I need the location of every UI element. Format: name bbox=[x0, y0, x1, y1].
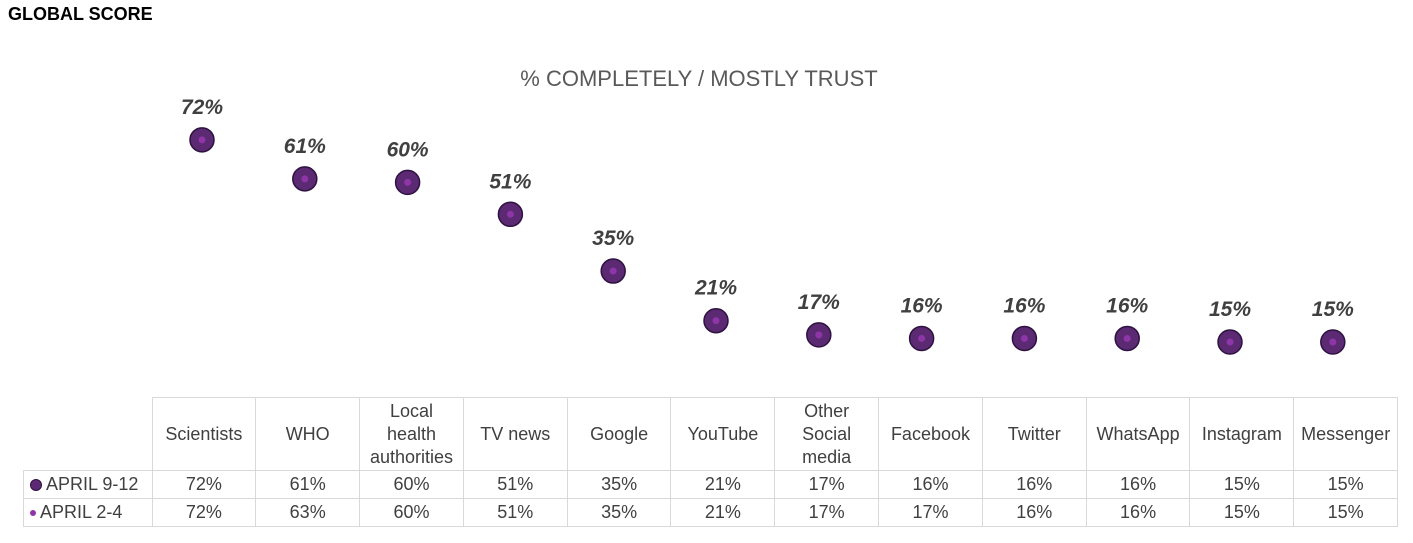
table-cell: 35% bbox=[566, 470, 672, 499]
series-april-2-4-point bbox=[712, 317, 720, 325]
chart-title: % COMPLETELY / MOSTLY TRUST bbox=[520, 66, 878, 91]
category-label: Scientists bbox=[151, 397, 257, 471]
series-april-2-4-point bbox=[1123, 334, 1131, 342]
series-april-2-4-point bbox=[1329, 338, 1337, 346]
table-cell: 16% bbox=[981, 498, 1087, 527]
data-label: 15% bbox=[1312, 298, 1354, 321]
data-label: 35% bbox=[592, 227, 634, 250]
data-table: Scientists WHO Local health authorities TV ne… bbox=[23, 397, 1399, 527]
table-cell: 72% bbox=[151, 498, 257, 527]
data-label: 21% bbox=[694, 277, 737, 300]
table-cell: 61% bbox=[255, 470, 361, 499]
table-cell: 21% bbox=[670, 498, 776, 527]
series-name: APRIL 9-12 bbox=[46, 474, 139, 494]
table-row: APRIL 2-4 72% 63% 60% 51% 35% 21% 17% 17% 16% 16% 1… bbox=[23, 498, 1399, 527]
category-label: Local health authorities bbox=[359, 397, 464, 471]
category-label: Messenger bbox=[1293, 397, 1399, 471]
table-cell: 60% bbox=[359, 498, 464, 527]
table-cell: 15% bbox=[1189, 470, 1295, 499]
data-label: 16% bbox=[901, 294, 943, 317]
table-cell: 51% bbox=[462, 470, 568, 499]
series-april-2-4-point bbox=[1020, 334, 1028, 342]
table-cell: 72% bbox=[151, 470, 257, 499]
series-april-2-4-point bbox=[609, 267, 617, 275]
data-label: 16% bbox=[1106, 294, 1148, 317]
category-label: WHO bbox=[255, 397, 361, 471]
table-cell: 17% bbox=[774, 470, 880, 499]
table-row: APRIL 9-12 72% 61% 60% 51% 35% 21% 17% 16% 16% 16%… bbox=[23, 470, 1399, 499]
table-cell: 60% bbox=[359, 470, 464, 499]
series-april-2-4-point bbox=[301, 175, 309, 183]
table-cell: 17% bbox=[878, 498, 983, 527]
legend-entry: APRIL 9-12 bbox=[23, 470, 153, 499]
table-cell: 21% bbox=[670, 470, 776, 499]
table-cell: 15% bbox=[1293, 470, 1399, 499]
table-cell: 51% bbox=[462, 498, 568, 527]
table-cell: 16% bbox=[981, 470, 1087, 499]
table-corner bbox=[23, 397, 153, 471]
category-label: YouTube bbox=[670, 397, 776, 471]
category-label: TV news bbox=[462, 397, 568, 471]
series-april-2-4-point bbox=[815, 331, 823, 339]
series-name: APRIL 2-4 bbox=[40, 502, 123, 522]
data-label: 72% bbox=[181, 96, 223, 119]
table-cell: 35% bbox=[566, 498, 672, 527]
category-label: Google bbox=[566, 397, 672, 471]
chart-plot: 72% 61% 60% 51% 35% 21% 17% 16% 16% 16% 15% 15% bbox=[181, 96, 1354, 355]
table-cell: 17% bbox=[774, 498, 880, 527]
series-april-2-4-point bbox=[404, 178, 412, 186]
series-april-2-4-point bbox=[198, 136, 206, 144]
legend-entry: APRIL 2-4 bbox=[23, 498, 153, 527]
table-cell: 63% bbox=[255, 498, 361, 527]
table-cell: 16% bbox=[1085, 470, 1191, 499]
table-cell: 16% bbox=[878, 470, 983, 499]
data-label: 17% bbox=[798, 291, 840, 314]
data-label: 51% bbox=[489, 170, 531, 193]
data-label: 15% bbox=[1209, 298, 1251, 321]
table-cell: 16% bbox=[1085, 498, 1191, 527]
legend-marker-icon bbox=[30, 510, 36, 517]
category-label: Twitter bbox=[981, 397, 1087, 471]
data-table-body: APRIL 9-12 72% 61% 60% 51% 35% 21% 17% 16% 16% 16%… bbox=[23, 470, 1399, 527]
data-label: 60% bbox=[387, 138, 429, 161]
category-label: WhatsApp bbox=[1085, 397, 1191, 471]
series-april-2-4-point bbox=[506, 210, 514, 218]
category-label: Facebook bbox=[878, 397, 983, 471]
series-april-2-4-point bbox=[918, 334, 926, 342]
series-april-2-4-point bbox=[1226, 338, 1234, 346]
category-label: Other Social media bbox=[774, 397, 880, 471]
table-cell: 15% bbox=[1293, 498, 1399, 527]
data-label: 61% bbox=[284, 135, 326, 158]
category-header-row: Scientists WHO Local health authorities TV ne… bbox=[23, 397, 1399, 471]
global-score-header: GLOBAL SCORE bbox=[8, 4, 153, 24]
table-cell: 15% bbox=[1189, 498, 1295, 527]
data-label: 16% bbox=[1003, 294, 1045, 317]
category-label: Instagram bbox=[1189, 397, 1295, 471]
legend-marker-icon bbox=[30, 479, 42, 492]
